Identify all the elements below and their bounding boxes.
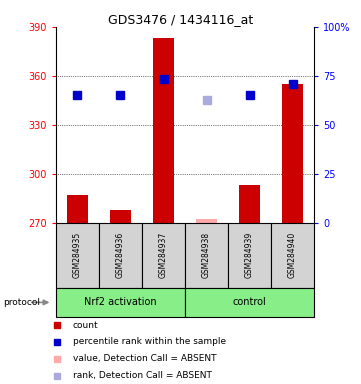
Bar <box>99 223 142 288</box>
Bar <box>67 195 88 223</box>
Text: protocol: protocol <box>4 298 40 307</box>
Bar <box>56 223 99 288</box>
Bar <box>153 38 174 223</box>
Text: GSM284939: GSM284939 <box>245 232 254 278</box>
Text: count: count <box>73 321 98 330</box>
Text: GSM284936: GSM284936 <box>116 232 125 278</box>
Text: GDS3476 / 1434116_at: GDS3476 / 1434116_at <box>108 13 253 26</box>
Bar <box>110 210 131 223</box>
Text: value, Detection Call = ABSENT: value, Detection Call = ABSENT <box>73 354 216 363</box>
Text: GSM284938: GSM284938 <box>202 232 211 278</box>
Bar <box>239 185 260 223</box>
Text: GSM284937: GSM284937 <box>159 232 168 278</box>
Bar <box>282 84 303 223</box>
Bar <box>271 223 314 288</box>
Text: rank, Detection Call = ABSENT: rank, Detection Call = ABSENT <box>73 371 212 380</box>
Bar <box>185 288 314 317</box>
Bar <box>228 223 271 288</box>
Bar <box>196 220 217 223</box>
Text: percentile rank within the sample: percentile rank within the sample <box>73 338 226 346</box>
Text: GSM284940: GSM284940 <box>288 232 297 278</box>
Text: GSM284935: GSM284935 <box>73 232 82 278</box>
Bar <box>142 223 185 288</box>
Bar <box>185 223 228 288</box>
Bar <box>56 288 185 317</box>
Text: Nrf2 activation: Nrf2 activation <box>84 297 157 308</box>
Text: control: control <box>233 297 266 308</box>
